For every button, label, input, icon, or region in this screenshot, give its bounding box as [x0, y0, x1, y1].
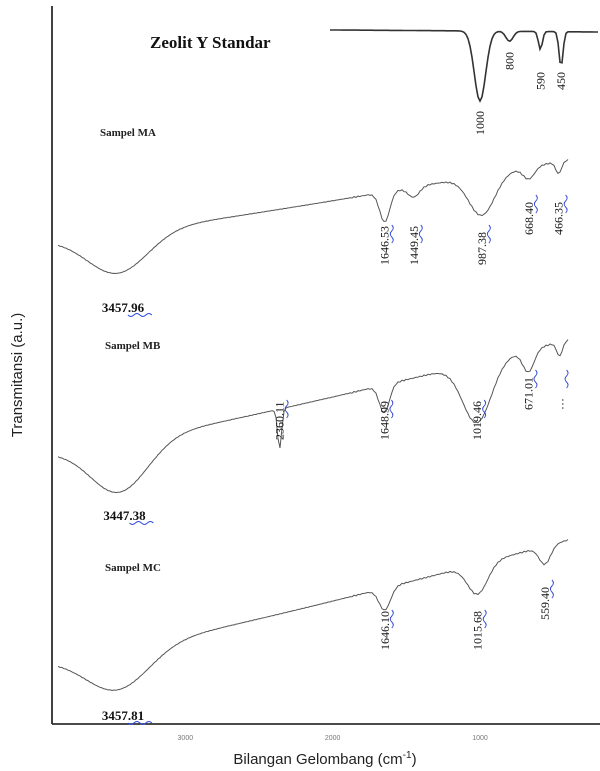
series-title-mb: Sampel MB — [105, 340, 161, 352]
series-title-standar: Zeolit Y Standar — [150, 33, 271, 52]
peak-label: 671.01 — [521, 377, 535, 410]
peak-label: 590 — [533, 72, 547, 90]
peak-label-underline — [284, 399, 289, 419]
spectrum-line-mc — [57, 539, 569, 692]
peak-label: 1015.68 — [471, 611, 485, 650]
peak-label-underline — [564, 369, 569, 389]
peak-label: 559.40 — [538, 587, 552, 620]
peak-label-underline — [533, 369, 538, 389]
peak-label: 1648.99 — [377, 401, 391, 440]
peak-label: 1000 — [473, 111, 487, 135]
peak-label: 987.38 — [475, 232, 489, 265]
x-axis-label-main: Bilangan Gelombang (cm — [233, 751, 402, 768]
peak-label: 3457.96 — [102, 300, 145, 315]
spectrum-line-ma — [57, 159, 569, 275]
peak-label-underline — [482, 399, 487, 419]
x-tick-label: 2000 — [325, 735, 341, 742]
peak-label: 1646.10 — [378, 611, 392, 650]
peak-label-underline — [486, 224, 491, 244]
peak-label-underline — [389, 399, 394, 419]
peak-label: 1646.53 — [378, 226, 392, 265]
series-title-mc: Sampel MC — [105, 562, 161, 574]
peak-label-underline — [127, 313, 153, 317]
x-axis-label: Bilangan Gelombang (cm-1) — [233, 750, 416, 768]
spectrum-line-standar — [330, 29, 598, 103]
peak-label-underline — [389, 224, 394, 244]
peak-label-underline — [549, 579, 554, 599]
peak-label-underline — [563, 194, 568, 214]
peak-label: 668.40 — [522, 202, 536, 235]
peak-label-underline — [533, 194, 538, 214]
peak-label-underline — [127, 721, 153, 725]
peak-label-underline — [482, 609, 487, 629]
peak-label: 450 — [554, 72, 568, 90]
peak-label: 3457.81 — [102, 708, 144, 723]
peak-label: 1449.45 — [407, 226, 421, 265]
peak-label: 3447.38 — [103, 508, 146, 523]
peak-label: 466.35 — [552, 202, 566, 235]
x-tick-label: 3000 — [178, 735, 194, 742]
peak-label: 800 — [502, 52, 516, 70]
peak-label-underline — [129, 521, 154, 525]
peak-label-underline — [418, 224, 423, 244]
series-title-ma: Sampel MA — [100, 127, 156, 139]
x-tick-label: 1000 — [472, 735, 488, 742]
x-axis-label-close: ) — [412, 751, 417, 768]
spectrum-line-mb — [57, 339, 569, 494]
y-axis-label: Transmitansi (a.u.) — [9, 313, 26, 437]
peak-label: 2360.11 — [273, 401, 287, 440]
x-axis-label-sup: -1 — [403, 750, 412, 761]
peak-label-underline — [389, 609, 394, 629]
peak-label: 1019.46 — [470, 401, 484, 440]
peak-label: … — [553, 398, 567, 410]
